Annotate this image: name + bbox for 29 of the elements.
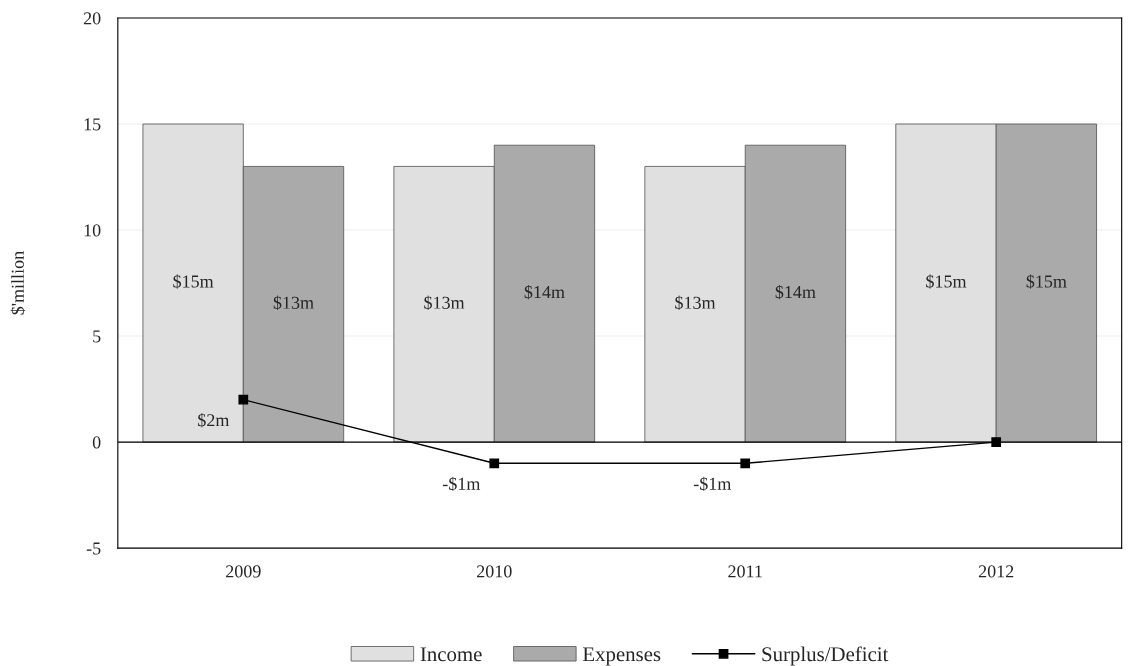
y-tick-label: 0 xyxy=(92,436,101,449)
y-axis-title: $'million xyxy=(10,251,26,315)
data-label: $15m xyxy=(173,274,214,289)
data-label: $13m xyxy=(424,295,465,310)
point xyxy=(238,394,249,405)
data-label: $13m xyxy=(675,295,716,310)
point xyxy=(489,458,500,469)
x-tick-label: 2010 xyxy=(477,565,512,578)
data-label: $14m xyxy=(524,284,565,300)
y-tick-label: 5 xyxy=(93,330,101,343)
x-tick-label: 2012 xyxy=(978,565,1014,578)
legend-label: Expenses xyxy=(582,647,661,666)
y-tick-label: 10 xyxy=(84,224,101,237)
y-tick-label: -5 xyxy=(86,542,101,555)
data-label: $14m xyxy=(775,284,816,300)
data-label: -$1m xyxy=(442,476,481,492)
data-label: -$1m xyxy=(693,476,732,492)
point xyxy=(740,458,751,469)
y-tick-label: 20 xyxy=(83,12,101,25)
data-label: $15m xyxy=(926,274,967,289)
data-label: $2m xyxy=(198,413,230,428)
data-label: $13m xyxy=(273,295,314,310)
legend-label: Income xyxy=(420,647,482,662)
x-tick-label: 2009 xyxy=(226,565,261,578)
data-label: $15m xyxy=(1026,274,1067,289)
x-tick-label: 2011 xyxy=(728,565,762,578)
point xyxy=(991,437,1002,447)
y-tick-label: 15 xyxy=(84,118,101,131)
legend-label: Surplus/Deficit xyxy=(762,646,889,666)
